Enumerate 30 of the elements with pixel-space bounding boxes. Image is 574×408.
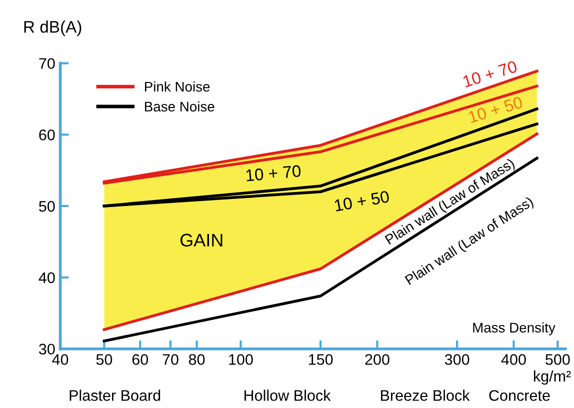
x-tick-label: 50 <box>96 354 112 365</box>
text: Breeze Block <box>381 390 470 401</box>
annotation: 10 + 50 <box>334 190 390 212</box>
y-tick-label: 30 <box>39 344 55 355</box>
x-tick-label: 40 <box>52 354 68 365</box>
x-tick-label: 400 <box>501 354 526 365</box>
legend-label: Pink Noise <box>145 81 210 92</box>
x-tick-label: 200 <box>365 354 390 365</box>
x-tick-label: 150 <box>308 354 333 365</box>
y-tick-label: 40 <box>38 272 55 284</box>
text: Plaster Board <box>70 390 160 401</box>
x-tick-label: 60 <box>132 354 148 365</box>
y-tick-label: 70 <box>39 58 55 69</box>
y-tick-label: 50 <box>39 200 55 212</box>
legend-label: Base Noise <box>145 101 214 112</box>
text: Hollow Block <box>244 390 331 401</box>
text: Concrete <box>489 390 550 401</box>
annotation: GAIN <box>180 234 222 247</box>
x-axis-title: kg/m² <box>534 370 571 385</box>
annotation: Mass Density <box>473 322 556 336</box>
x-tick-label: 300 <box>444 354 470 365</box>
x-tick-label: 500 <box>546 354 570 365</box>
y-tick-label: 60 <box>39 130 55 140</box>
y-axis-title: R dB(A) <box>24 20 82 36</box>
x-tick-label: 80 <box>188 354 205 365</box>
annotation: 10 + 70 <box>246 164 301 182</box>
annotation: 10 + 50 <box>468 96 524 124</box>
x-tick-label: 100 <box>229 354 253 365</box>
x-tick-label: 70 <box>162 354 178 365</box>
annotation: 10 + 70 <box>462 60 518 88</box>
